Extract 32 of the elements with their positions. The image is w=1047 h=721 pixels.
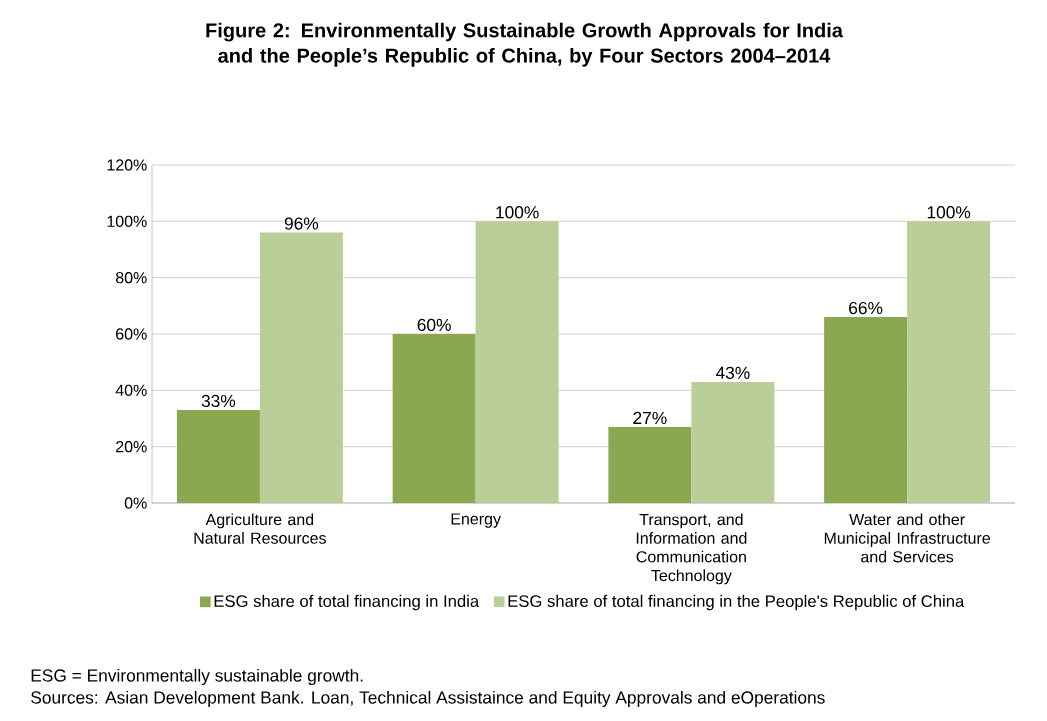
data-label: 100%: [927, 206, 971, 219]
bar: [475, 221, 559, 503]
bar: [259, 232, 343, 503]
y-tick-label: 120%: [107, 159, 147, 171]
bar: [691, 381, 775, 503]
data-label: 100%: [496, 206, 539, 219]
y-tick-label: 80%: [115, 272, 147, 284]
y-tick-label: 0%: [124, 497, 147, 509]
x-tick-label: Transport, and Information and Communication Technology: [636, 513, 747, 585]
data-label: 60%: [417, 318, 451, 332]
legend-label: ESG share of total financing in India: [214, 594, 480, 611]
x-tick-label: Energy: [451, 513, 501, 528]
data-label: 43%: [715, 366, 750, 379]
text: ESG = Environmentally sustainable growth.: [31, 668, 363, 686]
bar: [824, 317, 908, 503]
bar: [608, 426, 692, 503]
y-tick-label: 20%: [116, 441, 147, 453]
bar: [176, 410, 260, 503]
bar: [392, 334, 476, 503]
y-tick-label: 100%: [107, 215, 147, 227]
bar: [907, 221, 991, 503]
y-tick-label: 40%: [115, 384, 147, 396]
data-label: 27%: [633, 411, 667, 425]
data-label: 96%: [284, 217, 319, 230]
x-tick-label: Agriculture and Natural Resources: [194, 513, 326, 544]
legend-label: ESG share of total financing in the People's Republic of China: [508, 594, 965, 611]
source-note: Sources: Asian Development Bank. Loan, Technical Assistaince and Equity Approvals and eOperations: [31, 690, 825, 708]
data-label: 66%: [849, 301, 883, 315]
chart-title: Figure 2: Environmentally Sustainable Growth Approvals for India and the People’s Republic of China, by Four Sectors 2004–2014: [206, 22, 844, 67]
x-tick-label: Water and other Municipal Infrastructure and Services: [824, 513, 990, 563]
data-label: 33%: [201, 394, 236, 408]
y-tick-label: 60%: [116, 328, 147, 340]
